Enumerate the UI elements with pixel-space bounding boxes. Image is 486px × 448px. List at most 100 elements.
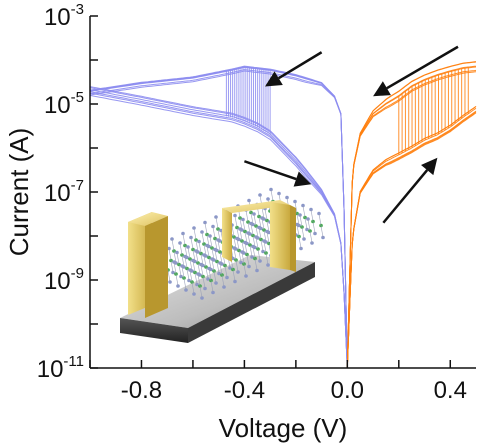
lattice-bond [176, 252, 182, 277]
x-tick-label: 0.4 [434, 377, 467, 404]
sweep-trace-negative-high_current [89, 65, 348, 369]
y-tick-label: 10-7 [44, 177, 84, 207]
lattice-bond [231, 224, 237, 250]
sweep-trace-positive-low_current [346, 110, 477, 369]
lattice-bond [182, 233, 188, 258]
sweep-arrow-head [373, 81, 391, 97]
y-tick-base: 10 [37, 356, 64, 383]
lattice-bond [261, 217, 267, 243]
sweep-direction-arrows [243, 45, 459, 224]
sweep-trace-negative-high_current [89, 66, 348, 369]
x-tick-label: -0.8 [121, 377, 162, 404]
y-tick-exponent: -7 [71, 177, 84, 194]
lattice-bond [302, 205, 308, 230]
sweep-arrow-head [421, 157, 438, 176]
y-tick-exponent: -3 [71, 1, 84, 18]
lattice-bond [307, 218, 313, 244]
lattice-bond [299, 214, 305, 240]
lattice-bond [197, 273, 203, 299]
lattice-bond [263, 240, 269, 266]
lattice-bond [190, 237, 196, 262]
sweep-arrow [264, 51, 323, 87]
sweep-trace-negative-high_current [89, 70, 348, 369]
lattice-bond [201, 231, 207, 257]
x-tick-label: -0.4 [224, 377, 265, 404]
lattice-bond [187, 246, 193, 272]
lattice-bond [296, 224, 302, 249]
lattice-bond [264, 208, 270, 233]
y-tick-base: 10 [44, 92, 71, 119]
lattice-atom [254, 235, 258, 239]
lattice-bond [234, 215, 240, 240]
lattice-bond [242, 219, 248, 244]
lattice-bond [211, 258, 217, 284]
substrate-side-right [188, 262, 315, 343]
lattice-bond [258, 227, 264, 252]
lattice-bond [294, 201, 300, 226]
y-tick-base: 10 [44, 180, 71, 207]
sweep-trace-negative-low_current [89, 91, 348, 369]
substrate-side-front [120, 318, 188, 343]
lattice-bond [189, 269, 195, 295]
y-tick-label: 10-9 [44, 265, 84, 295]
lattice-bond [200, 264, 206, 289]
sweep-trace-negative-low_current [89, 92, 348, 369]
y-tick-label: 10-3 [44, 1, 84, 31]
lattice-bond [244, 242, 250, 267]
sweep-trace-negative-low_current [89, 86, 348, 369]
lattice-bond [215, 216, 221, 242]
lattice-bond [247, 232, 253, 258]
lattice-bond [209, 235, 215, 261]
lattice-bond [208, 268, 214, 293]
y-axis-title: Current (A) [4, 128, 34, 257]
lattice-bond [204, 222, 210, 247]
lattice-bond [217, 239, 223, 265]
lattice-bond [212, 226, 218, 251]
sweep-trace-negative-high_current [89, 66, 348, 369]
lattice-bond [233, 247, 239, 273]
x-axis-title: Voltage (V) [219, 413, 348, 443]
sweep-trace-negative-low_current [89, 94, 348, 369]
lattice-bond [192, 260, 198, 285]
y-ticks: 10-310-510-710-910-11 [37, 1, 98, 383]
sweep-arrow-head [264, 71, 283, 87]
lattice-bond [241, 251, 247, 277]
sweep-trace-positive-low_current [346, 111, 477, 369]
y-tick-base: 10 [44, 268, 71, 295]
substrate-top [120, 255, 315, 328]
left-electrode [128, 212, 168, 318]
y-tick-exponent: -9 [71, 265, 84, 282]
right-electrode [222, 200, 296, 272]
sweep-arrow [382, 157, 438, 224]
lattice-bond [203, 254, 209, 280]
device-inset-illustration [120, 187, 325, 343]
lattice-bond [310, 209, 316, 234]
y-tick-exponent: -5 [71, 89, 84, 106]
lattice-bond [239, 228, 245, 254]
sweep-trace-negative-low_current [89, 87, 348, 369]
lattice-bond [236, 238, 242, 263]
lattice-bond [181, 265, 187, 291]
sweep-arrow-head [293, 171, 312, 187]
sweep-trace-positive-high_current [346, 61, 477, 369]
sweep-arrow [373, 45, 459, 97]
sweep-arrow-shaft [243, 160, 297, 181]
sweep-arrow-shaft [382, 169, 429, 224]
sweep-arrow [243, 160, 312, 187]
x-ticks: -0.8 -0.4 0.0 0.4 [89, 360, 467, 404]
lattice-bond [173, 261, 179, 287]
y-tick-exponent: -11 [63, 353, 84, 370]
lattice-bond [255, 236, 261, 262]
lattice-bond [219, 262, 225, 288]
sweep-trace-negative-low_current [89, 89, 348, 369]
y-tick-base: 10 [44, 4, 71, 31]
sweep-trace-negative-high_current [89, 69, 348, 369]
lattice-bond [184, 256, 190, 281]
x-tick-label: 0.0 [331, 377, 364, 404]
lattice-bond [318, 213, 324, 238]
lattice-bond [179, 242, 185, 268]
lattice-bond [206, 245, 212, 270]
lattice-bond [253, 213, 259, 239]
y-tick-label: 10-5 [44, 89, 84, 119]
